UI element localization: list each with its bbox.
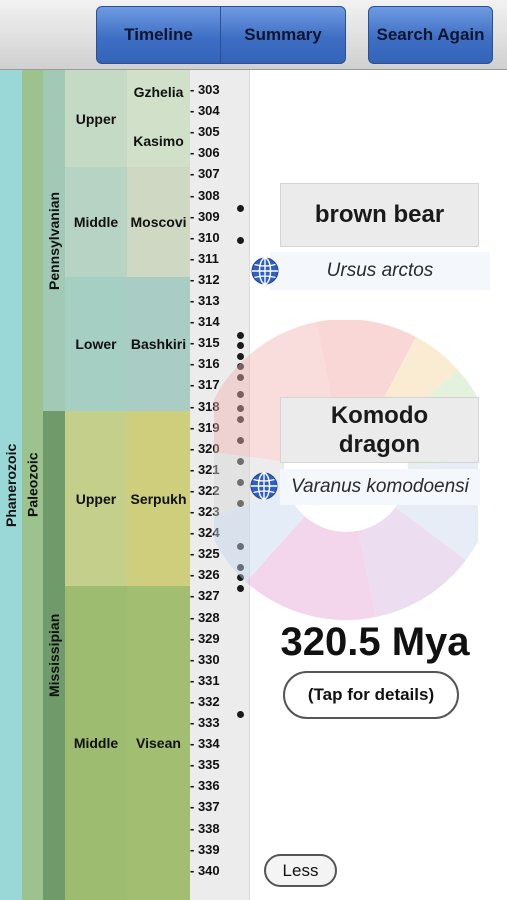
tick-label: - 327 — [190, 588, 220, 604]
tick-label: - 319 — [190, 419, 220, 435]
tick-label: - 318 — [190, 398, 220, 414]
fossil-dot — [237, 342, 244, 350]
tick-label: - 308 — [190, 187, 220, 203]
fossil-dot — [237, 205, 244, 212]
species-1-common-name[interactable]: brown bear — [280, 183, 479, 247]
tick-label: - 326 — [190, 567, 220, 583]
stage-visean[interactable]: Visean — [127, 586, 190, 900]
tick-label: - 337 — [190, 799, 220, 815]
tick-label: - 320 — [190, 440, 220, 456]
tick-label: - 304 — [190, 103, 220, 119]
epoch-upper-mississipian[interactable]: Upper — [65, 411, 127, 586]
tick-label: - 315 — [190, 335, 220, 351]
tick-label: - 312 — [190, 271, 220, 287]
globe-icon[interactable] — [249, 471, 279, 501]
tick-label: - 340 — [190, 862, 220, 878]
fossil-dot — [237, 363, 244, 371]
tick-label: - 314 — [190, 314, 220, 330]
fossil-dot — [237, 437, 244, 445]
epoch-lower-pennsylvanian[interactable]: Lower — [65, 277, 127, 411]
fossil-dot — [237, 373, 244, 381]
fossil-dot — [237, 500, 244, 508]
epoch-upper-pennsylvanian[interactable]: Upper — [65, 70, 127, 167]
tick-label: - 328 — [190, 609, 220, 625]
search-again-button[interactable]: Search Again — [368, 6, 493, 64]
fossil-dot — [237, 416, 244, 423]
timeline-button[interactable]: Timeline — [96, 6, 221, 64]
tick-label: - 332 — [190, 693, 220, 709]
tick-label: - 335 — [190, 757, 220, 773]
tick-label: - 338 — [190, 820, 220, 836]
tick-label: - 305 — [190, 124, 220, 140]
fossil-dot — [237, 574, 244, 582]
fossil-dot — [237, 236, 244, 244]
top-toolbar: Timeline Summary Search Again — [0, 0, 507, 70]
tick-label: - 339 — [190, 841, 220, 857]
tick-label: - 316 — [190, 356, 220, 372]
fossil-dot — [237, 479, 244, 487]
stage-serpukhovian[interactable]: Serpukh — [127, 411, 190, 586]
tick-label: - 330 — [190, 651, 220, 667]
tick-label: - 321 — [190, 461, 220, 477]
tick-label: - 310 — [190, 229, 220, 245]
tick-label: - 322 — [190, 482, 220, 498]
fossil-dot — [237, 352, 244, 360]
species-2-common-name[interactable]: Komodo dragon — [280, 397, 479, 463]
tick-label: - 311 — [190, 250, 219, 266]
less-button[interactable]: Less — [264, 854, 337, 887]
fossil-dot — [237, 405, 244, 413]
fossil-dot — [237, 331, 244, 339]
stage-moscovian[interactable]: Moscovi — [127, 167, 190, 277]
epoch-middle-pennsylvanian[interactable]: Middle — [65, 167, 127, 277]
fossil-dot — [237, 542, 244, 550]
tick-label: - 329 — [190, 630, 220, 646]
species-1-latin-name[interactable]: Ursus arctos — [270, 252, 490, 290]
fossil-dot — [237, 458, 244, 466]
globe-icon[interactable] — [250, 256, 280, 286]
fossil-dot — [237, 711, 244, 719]
tick-label: - 309 — [190, 208, 220, 224]
fossil-dot — [237, 584, 244, 592]
era-band[interactable]: Paleozoic — [22, 70, 43, 900]
eon-band[interactable]: Phanerozoic — [0, 70, 22, 900]
tick-label: - 306 — [190, 145, 220, 161]
epoch-middle-mississipian[interactable]: Middle — [65, 586, 127, 900]
divergence-time[interactable]: 320.5 Mya — [280, 620, 470, 664]
tick-label: - 307 — [190, 166, 220, 182]
tick-label: - 323 — [190, 504, 220, 519]
details-button[interactable]: (Tap for details) — [283, 671, 459, 719]
tick-label: - 317 — [190, 377, 220, 393]
subperiod-pennsylvanian[interactable]: Pennsylvanian — [43, 70, 65, 411]
fossil-dot — [237, 563, 244, 571]
stage-bashkirian[interactable]: Bashkiri — [127, 277, 190, 411]
tick-label: - 324 — [190, 525, 220, 541]
stage-kasimovian[interactable]: Kasimo — [127, 114, 190, 167]
subperiod-mississipian[interactable]: Mississipian — [43, 411, 65, 900]
tick-label: - 333 — [190, 715, 220, 730]
tick-label: - 336 — [190, 778, 220, 794]
species-2-latin-name[interactable]: Varanus komodoensi — [280, 469, 480, 505]
tick-label: - 334 — [190, 736, 220, 752]
tick-label: - 313 — [190, 293, 220, 308]
tick-label: - 331 — [190, 672, 220, 688]
stage-gzhelian[interactable]: Gzhelia — [127, 70, 190, 114]
tick-label: - 303 — [190, 82, 220, 97]
tick-label: - 325 — [190, 546, 220, 562]
summary-button[interactable]: Summary — [220, 6, 346, 64]
fossil-dot — [237, 390, 244, 398]
